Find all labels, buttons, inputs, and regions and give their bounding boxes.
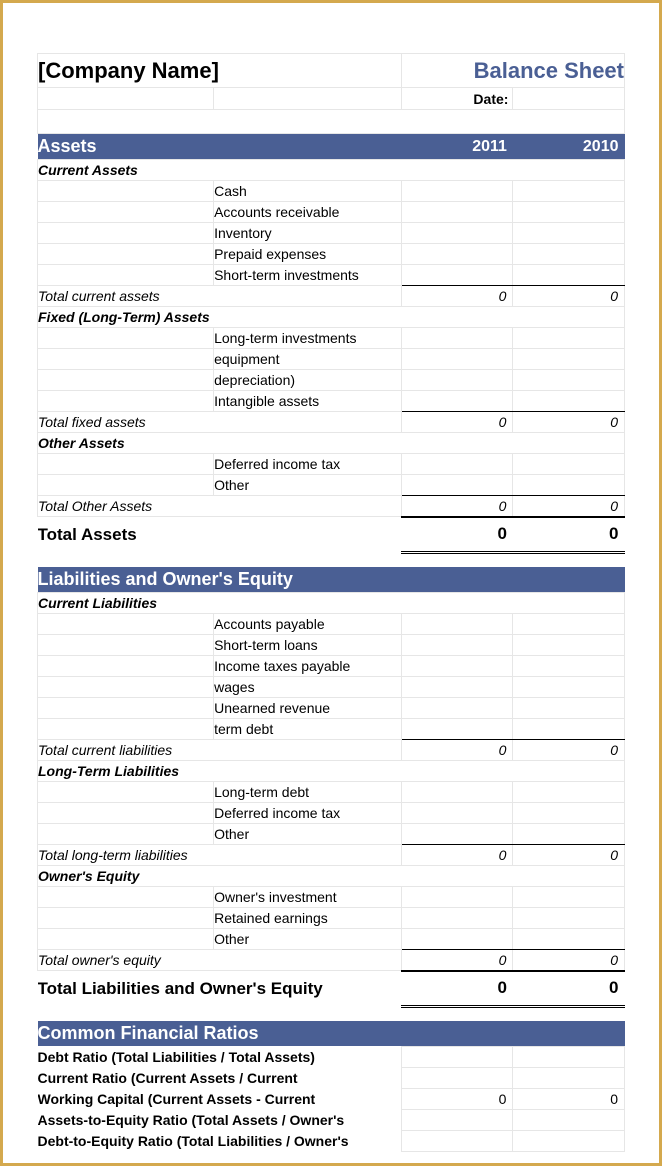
subtotal-value: 0 [513,950,625,971]
subtotal-label: Total Other Assets [38,496,402,517]
ratio-value: 0 [401,1089,513,1110]
ratio-label: Working Capital (Current Assets - Curren… [38,1089,402,1110]
year-col-2: 2010 [513,134,625,160]
line-item: Retained earnings [214,908,402,929]
ratio-label: Current Ratio (Current Assets / Current [38,1068,402,1089]
subtotal-value: 0 [513,412,625,433]
subtotal-value: 0 [401,496,513,517]
ratios-header: Common Financial Ratios [38,1021,625,1047]
subtotal-value: 0 [401,740,513,761]
subtotal-value: 0 [513,845,625,866]
subtotal-value: 0 [401,286,513,307]
subtotal-label: Total current assets [38,286,402,307]
ratio-value [401,1110,513,1131]
ratio-label: Debt Ratio (Total Liabilities / Total As… [38,1047,402,1068]
line-item: Short-term investments [214,265,402,286]
title-row: [Company Name] Balance Sheet [38,54,625,88]
ratio-value: 0 [513,1089,625,1110]
subtotal-label: Total long-term liabilities [38,845,402,866]
liabilities-header: Liabilities and Owner's Equity [38,567,625,593]
equity-label: Owner's Equity [38,866,625,887]
line-item: Other [214,929,402,950]
subtotal-value: 0 [401,845,513,866]
line-item: Inventory [214,223,402,244]
ratio-value [513,1131,625,1152]
ratios-title: Common Financial Ratios [38,1021,625,1047]
total-liab-y2: 0 [513,971,625,1007]
line-item: equipment [214,349,402,370]
line-item: Unearned revenue [214,698,402,719]
ratio-value [401,1047,513,1068]
assets-header: Assets 2011 2010 [38,134,625,160]
ratio-value [513,1068,625,1089]
total-assets-y2: 0 [513,517,625,553]
subtotal-label: Total current liabilities [38,740,402,761]
company-name: [Company Name] [38,54,402,88]
longterm-liab-label: Long-Term Liabilities [38,761,625,782]
line-item: Owner's investment [214,887,402,908]
liabilities-title: Liabilities and Owner's Equity [38,567,625,593]
ratio-value [401,1068,513,1089]
line-item: Accounts receivable [214,202,402,223]
ratio-value [401,1131,513,1152]
line-item: Deferred income tax [214,803,402,824]
ratio-value [513,1047,625,1068]
total-assets-row: Total Assets 0 0 [38,517,625,553]
other-assets-label: Other Assets [38,433,625,454]
line-item: depreciation) [214,370,402,391]
line-item: Accounts payable [214,614,402,635]
ratio-label: Assets-to-Equity Ratio (Total Assets / O… [38,1110,402,1131]
fixed-assets-label: Fixed (Long-Term) Assets [38,307,625,328]
subtotal-label: Total owner's equity [38,950,402,971]
subtotal-value: 0 [513,286,625,307]
date-row: Date: [38,88,625,110]
line-item: Deferred income tax [214,454,402,475]
line-item: Long-term debt [214,782,402,803]
subtotal-value: 0 [513,740,625,761]
line-item: Cash [214,181,402,202]
line-item: Long-term investments [214,328,402,349]
subtotal-label: Total fixed assets [38,412,402,433]
total-liab-y1: 0 [401,971,513,1007]
line-item: Prepaid expenses [214,244,402,265]
total-liab-label: Total Liabilities and Owner's Equity [38,971,402,1007]
date-label: Date: [401,88,513,110]
current-liab-label: Current Liabilities [38,593,625,614]
line-item: Income taxes payable [214,656,402,677]
current-assets-label: Current Assets [38,160,625,181]
sheet-title: Balance Sheet [401,54,624,88]
line-item: Intangible assets [214,391,402,412]
date-value[interactable] [513,88,625,110]
total-assets-y1: 0 [401,517,513,553]
line-item: term debt [214,719,402,740]
line-item: Other [214,475,402,496]
ratio-label: Debt-to-Equity Ratio (Total Liabilities … [38,1131,402,1152]
year-col-1: 2011 [401,134,513,160]
line-item: Other [214,824,402,845]
subtotal-value: 0 [401,412,513,433]
line-item: wages [214,677,402,698]
total-assets-label: Total Assets [38,517,402,553]
total-liab-row: Total Liabilities and Owner's Equity 0 0 [38,971,625,1007]
ratio-value [513,1110,625,1131]
assets-title: Assets [38,134,402,160]
line-item: Short-term loans [214,635,402,656]
subtotal-value: 0 [513,496,625,517]
subtotal-value: 0 [401,950,513,971]
balance-sheet-table: [Company Name] Balance Sheet Date: Asset… [37,53,625,1152]
